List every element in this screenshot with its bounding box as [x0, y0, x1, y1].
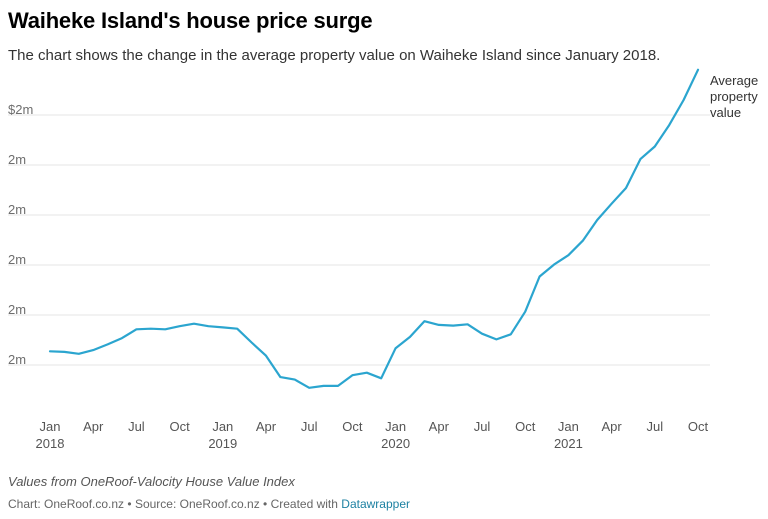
x-tick-label: Jan: [385, 419, 406, 434]
footer-separator: •: [263, 497, 268, 511]
x-tick-label: Jul: [474, 419, 491, 434]
gridlines: [8, 114, 710, 366]
series-label: property: [710, 89, 758, 104]
x-tick-label: Oct: [342, 419, 363, 434]
x-tick-label: Oct: [169, 419, 190, 434]
series-line-average-property-value: [48, 68, 700, 389]
x-tick-label: Apr: [256, 419, 277, 434]
x-tick-label: Apr: [429, 419, 450, 434]
chart-subtitle: The chart shows the change in the averag…: [8, 47, 661, 64]
x-tick-label: Apr: [601, 419, 622, 434]
y-tick-label: 2m: [8, 352, 26, 367]
x-tick-year: 2021: [554, 436, 583, 451]
y-tick-label: 2m: [8, 202, 26, 217]
chart-title: Waiheke Island's house price surge: [8, 8, 373, 33]
x-tick-label: Jul: [301, 419, 318, 434]
chart-footer: Chart: OneRoof.co.nz • Source: OneRoof.c…: [8, 497, 410, 511]
series-label: value: [710, 105, 741, 120]
y-tick-label: 2m: [8, 252, 26, 267]
line-chart: $2m 2m 2m 2m 2m 2m Jan 2018 Apr Jul Oct Jan 2019 Apr…: [8, 68, 758, 451]
x-tick-label: Apr: [83, 419, 104, 434]
footer-separator: •: [127, 497, 132, 511]
created-with-text: Created with: [270, 497, 338, 511]
x-tick-label: Jul: [128, 419, 145, 434]
series-label: Average: [710, 73, 758, 88]
x-tick-year: 2019: [208, 436, 237, 451]
x-tick-label: Oct: [688, 419, 709, 434]
x-tick-label: Jul: [646, 419, 663, 434]
x-tick-year: 2020: [381, 436, 410, 451]
chart-credit: Chart: OneRoof.co.nz: [8, 497, 125, 511]
series-group: [48, 68, 700, 389]
y-tick-label: 2m: [8, 302, 26, 317]
y-tick-label: $2m: [8, 102, 33, 117]
datawrapper-link[interactable]: Datawrapper: [341, 497, 410, 511]
x-tick-label: Oct: [515, 419, 536, 434]
y-axis-ticks: $2m 2m 2m 2m 2m 2m: [8, 102, 33, 367]
source-credit: Source: OneRoof.co.nz: [134, 497, 260, 511]
x-tick-label: Jan: [40, 419, 61, 434]
chart-notes: Values from OneRoof-Valocity House Value…: [8, 474, 295, 489]
x-tick-year: 2018: [36, 436, 65, 451]
y-tick-label: 2m: [8, 152, 26, 167]
x-tick-label: Jan: [212, 419, 233, 434]
x-axis-ticks: Jan 2018 Apr Jul Oct Jan 2019 Apr Jul Oct Jan 2020 A…: [36, 419, 709, 451]
x-tick-label: Jan: [558, 419, 579, 434]
